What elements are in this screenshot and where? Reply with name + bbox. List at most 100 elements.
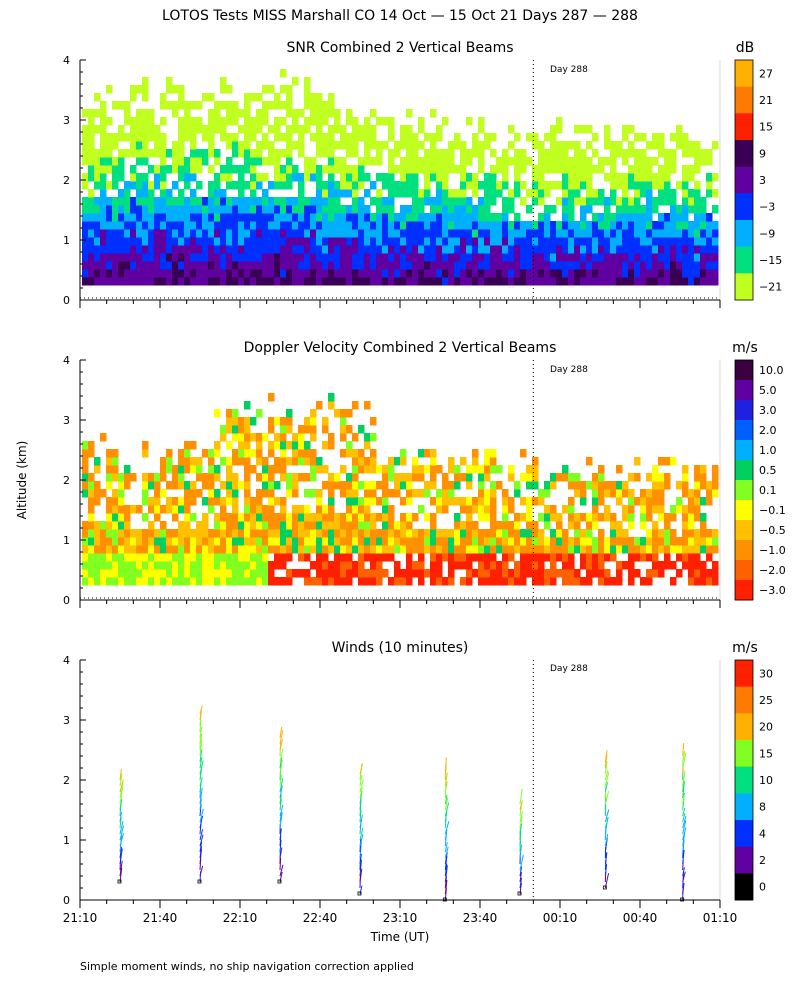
doppler-cell [232, 569, 239, 578]
snr-cell [562, 213, 569, 222]
snr-cell [244, 253, 251, 262]
snr-cell [130, 117, 137, 126]
snr-cell [358, 229, 365, 238]
snr-cell [586, 229, 593, 238]
y-tick-label: 2 [63, 474, 70, 487]
snr-cell [706, 277, 713, 286]
snr-cell [544, 149, 551, 158]
doppler-cell [694, 481, 701, 490]
snr-cell [298, 213, 305, 222]
colorbar-frame [734, 59, 754, 301]
doppler-cell [478, 577, 485, 586]
snr-cell [604, 205, 611, 214]
colorbar-label: −0.5 [759, 524, 786, 537]
doppler-cell [370, 457, 377, 466]
snr-cell [592, 237, 599, 246]
snr-cell [196, 213, 203, 222]
doppler-cell [538, 577, 545, 586]
snr-cell [262, 117, 269, 126]
doppler-cell [100, 561, 107, 570]
snr-cell [610, 165, 617, 174]
doppler-cell [334, 569, 341, 578]
doppler-cell [286, 513, 293, 522]
snr-cell [172, 261, 179, 270]
snr-cell [322, 141, 329, 150]
doppler-cell [106, 521, 113, 530]
snr-cell [130, 253, 137, 262]
doppler-cell [238, 417, 245, 426]
snr-cell [472, 173, 479, 182]
snr-cell [448, 197, 455, 206]
doppler-cell [382, 537, 389, 546]
snr-cell [142, 277, 149, 286]
snr-cell [658, 141, 665, 150]
doppler-cell [490, 577, 497, 586]
doppler-cell [454, 481, 461, 490]
snr-cell [688, 165, 695, 174]
footnote: Simple moment winds, no ship navigation … [80, 960, 414, 973]
snr-cell [556, 165, 563, 174]
wind-barb [359, 787, 363, 799]
snr-cell [184, 173, 191, 182]
doppler-cell [292, 433, 299, 442]
snr-cell [424, 269, 431, 278]
snr-cell [328, 229, 335, 238]
snr-cell [292, 197, 299, 206]
snr-cell [568, 253, 575, 262]
snr-cell [364, 205, 371, 214]
snr-cell [538, 157, 545, 166]
snr-cell [190, 165, 197, 174]
snr-cell [148, 269, 155, 278]
doppler-cell [358, 513, 365, 522]
snr-cell [166, 85, 173, 94]
snr-cell [154, 245, 161, 254]
doppler-cell [292, 545, 299, 554]
snr-cell [124, 205, 131, 214]
snr-cell [346, 229, 353, 238]
snr-cell [640, 237, 647, 246]
snr-cell [700, 149, 707, 158]
doppler-cell [712, 473, 719, 482]
doppler-cell [574, 473, 581, 482]
snr-cell [202, 253, 209, 262]
doppler-cell [322, 569, 329, 578]
snr-cell [172, 165, 179, 174]
snr-cell [454, 213, 461, 222]
snr-cell [610, 173, 617, 182]
snr-cell [226, 221, 233, 230]
snr-cell [622, 157, 629, 166]
snr-cell [622, 149, 629, 158]
doppler-cell [166, 577, 173, 586]
doppler-cell [358, 529, 365, 538]
snr-cell [370, 277, 377, 286]
snr-cell [208, 117, 215, 126]
doppler-cell [490, 489, 497, 498]
doppler-cell [466, 553, 473, 562]
snr-cell [322, 189, 329, 198]
doppler-cell [628, 521, 635, 530]
snr-cell [472, 133, 479, 142]
snr-cell [262, 101, 269, 110]
wind-barb [279, 748, 284, 763]
doppler-cell [142, 553, 149, 562]
doppler-cell [688, 569, 695, 578]
snr-cell [616, 173, 623, 182]
doppler-cell [214, 561, 221, 570]
snr-cell [334, 125, 341, 134]
doppler-cell [358, 497, 365, 506]
doppler-cell [88, 441, 95, 450]
snr-cell [550, 277, 557, 286]
x-tick-label: 21:10 [63, 911, 98, 925]
snr-cell [466, 157, 473, 166]
snr-cell [160, 221, 167, 230]
doppler-cell [358, 465, 365, 474]
doppler-cell [304, 449, 311, 458]
doppler-cell [208, 545, 215, 554]
doppler-cell [250, 529, 257, 538]
snr-cell [202, 197, 209, 206]
doppler-cell [232, 505, 239, 514]
snr-cell [562, 205, 569, 214]
snr-cell [178, 141, 185, 150]
snr-cell [364, 157, 371, 166]
doppler-cell [226, 425, 233, 434]
